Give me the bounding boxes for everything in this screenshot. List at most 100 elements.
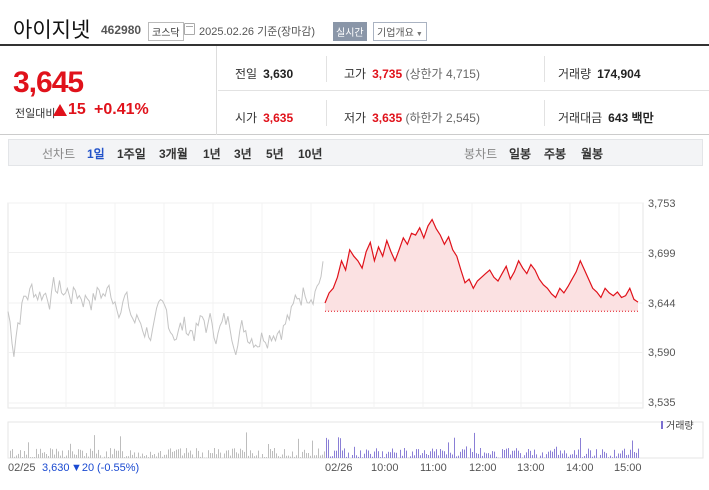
volume-bar xyxy=(162,456,163,458)
volume-bar xyxy=(50,448,51,458)
volume-bar xyxy=(232,448,233,458)
x-tick-label: 14:00 xyxy=(566,462,594,474)
volume-bar xyxy=(622,450,623,458)
volume-bar xyxy=(100,455,101,458)
volume-bar xyxy=(470,448,471,458)
volume-bar xyxy=(294,456,295,458)
volume-bar xyxy=(90,448,91,458)
volume-bar xyxy=(430,451,431,458)
calendar-icon xyxy=(184,23,195,35)
volume-bar xyxy=(450,452,451,458)
volume-bar xyxy=(488,453,489,458)
volume-bar xyxy=(244,451,245,458)
volume-bar xyxy=(102,457,103,458)
volume-value: 174,904 xyxy=(597,67,641,81)
prev-day-change: ▼20 xyxy=(71,462,94,474)
volume-bar xyxy=(106,451,107,458)
volume-bar xyxy=(168,449,169,458)
volume-bar xyxy=(434,451,435,458)
candle-chart-label: 봉차트 xyxy=(464,147,498,161)
volume-bar xyxy=(302,451,303,458)
tab-daily-candle[interactable]: 일봉 xyxy=(509,147,532,161)
x-tick-label: 11:00 xyxy=(420,462,447,474)
prev-close: 전일 3,630 xyxy=(235,65,293,82)
volume-bar xyxy=(326,437,327,458)
open-label: 시가 xyxy=(235,111,258,125)
realtime-button[interactable]: 실시간 xyxy=(333,22,367,41)
volume-bar xyxy=(52,449,53,458)
volume-bar xyxy=(108,457,109,458)
volume-bar xyxy=(84,456,85,458)
volume-bar xyxy=(344,448,345,458)
volume-bar xyxy=(340,438,341,458)
tab-weekly-candle[interactable]: 주봉 xyxy=(544,147,567,161)
volume-bar xyxy=(148,457,149,458)
volume-bar xyxy=(156,456,157,458)
volume-bar xyxy=(210,453,211,458)
volume-bar xyxy=(126,456,127,458)
volume-bar xyxy=(634,452,635,458)
volume-bar xyxy=(72,451,73,458)
volume-bar xyxy=(504,450,505,458)
volume-bar xyxy=(26,454,27,458)
tab-1day[interactable]: 1일 xyxy=(87,147,105,161)
volume-bar xyxy=(506,448,507,458)
volume-bar xyxy=(492,451,493,458)
volume-bar xyxy=(342,450,343,458)
tab-1week[interactable]: 1주일 xyxy=(117,147,146,161)
volume-bar xyxy=(40,448,41,458)
volume-bar xyxy=(554,448,555,458)
tab-3years[interactable]: 3년 xyxy=(234,147,252,161)
volume-bar xyxy=(234,448,235,458)
volume-bar xyxy=(42,452,43,458)
volume-bar xyxy=(92,450,93,458)
volume-bar xyxy=(534,449,535,458)
volume-bar xyxy=(58,451,59,458)
volume-bar xyxy=(68,450,69,458)
tab-10years[interactable]: 10년 xyxy=(298,147,323,161)
volume-bar xyxy=(364,453,365,458)
volume-bar xyxy=(112,454,113,458)
volume-bar xyxy=(354,446,355,458)
stats-divider xyxy=(544,100,545,126)
volume-bar xyxy=(428,455,429,458)
volume-bar xyxy=(406,450,407,458)
volume-bar xyxy=(62,450,63,458)
stats-divider xyxy=(326,56,327,82)
volume-bar xyxy=(436,449,437,458)
tab-3months[interactable]: 3개월 xyxy=(159,147,188,161)
volume-bar xyxy=(180,448,181,458)
volume-bar xyxy=(512,450,513,458)
volume-bar xyxy=(558,454,559,458)
volume-bar xyxy=(264,457,265,458)
low-price: 저가 3,635 (하한가 2,545) xyxy=(344,109,480,126)
volume-bar xyxy=(570,454,571,458)
volume-bar xyxy=(142,453,143,458)
volume-bar xyxy=(394,452,395,458)
volume-bar xyxy=(510,454,511,458)
volume-bar xyxy=(396,452,397,458)
volume-bar xyxy=(252,453,253,458)
volume-bar xyxy=(202,452,203,458)
volume-bar xyxy=(514,450,515,458)
corp-info-dropdown[interactable]: 기업개요 ▼ xyxy=(373,22,427,41)
volume-bar xyxy=(532,455,533,458)
volume-bar xyxy=(174,451,175,458)
stats-divider xyxy=(218,90,709,91)
volume-bar xyxy=(628,454,629,458)
price-summary: 3,645 전일대비 15 +0.41% 전일 3,630 고가 3,735 (상한… xyxy=(0,44,709,135)
volume-bar xyxy=(186,448,187,458)
today-price-area xyxy=(325,219,638,312)
volume-bar xyxy=(472,452,473,458)
tab-5years[interactable]: 5년 xyxy=(266,147,284,161)
tab-monthly-candle[interactable]: 월봉 xyxy=(581,147,604,161)
chart-period-tabs: 선차트 1일 1주일 3개월 1년 3년 5년 10년 봉차트 일봉 주봉 월봉 xyxy=(8,139,703,166)
volume-bar xyxy=(98,449,99,458)
volume-bar xyxy=(164,454,165,458)
low-label: 저가 xyxy=(344,111,367,125)
volume-bar xyxy=(190,450,191,458)
tab-1year[interactable]: 1년 xyxy=(203,147,221,161)
volume-bar xyxy=(154,454,155,458)
volume-bar xyxy=(390,452,391,458)
volume-bar xyxy=(182,455,183,458)
